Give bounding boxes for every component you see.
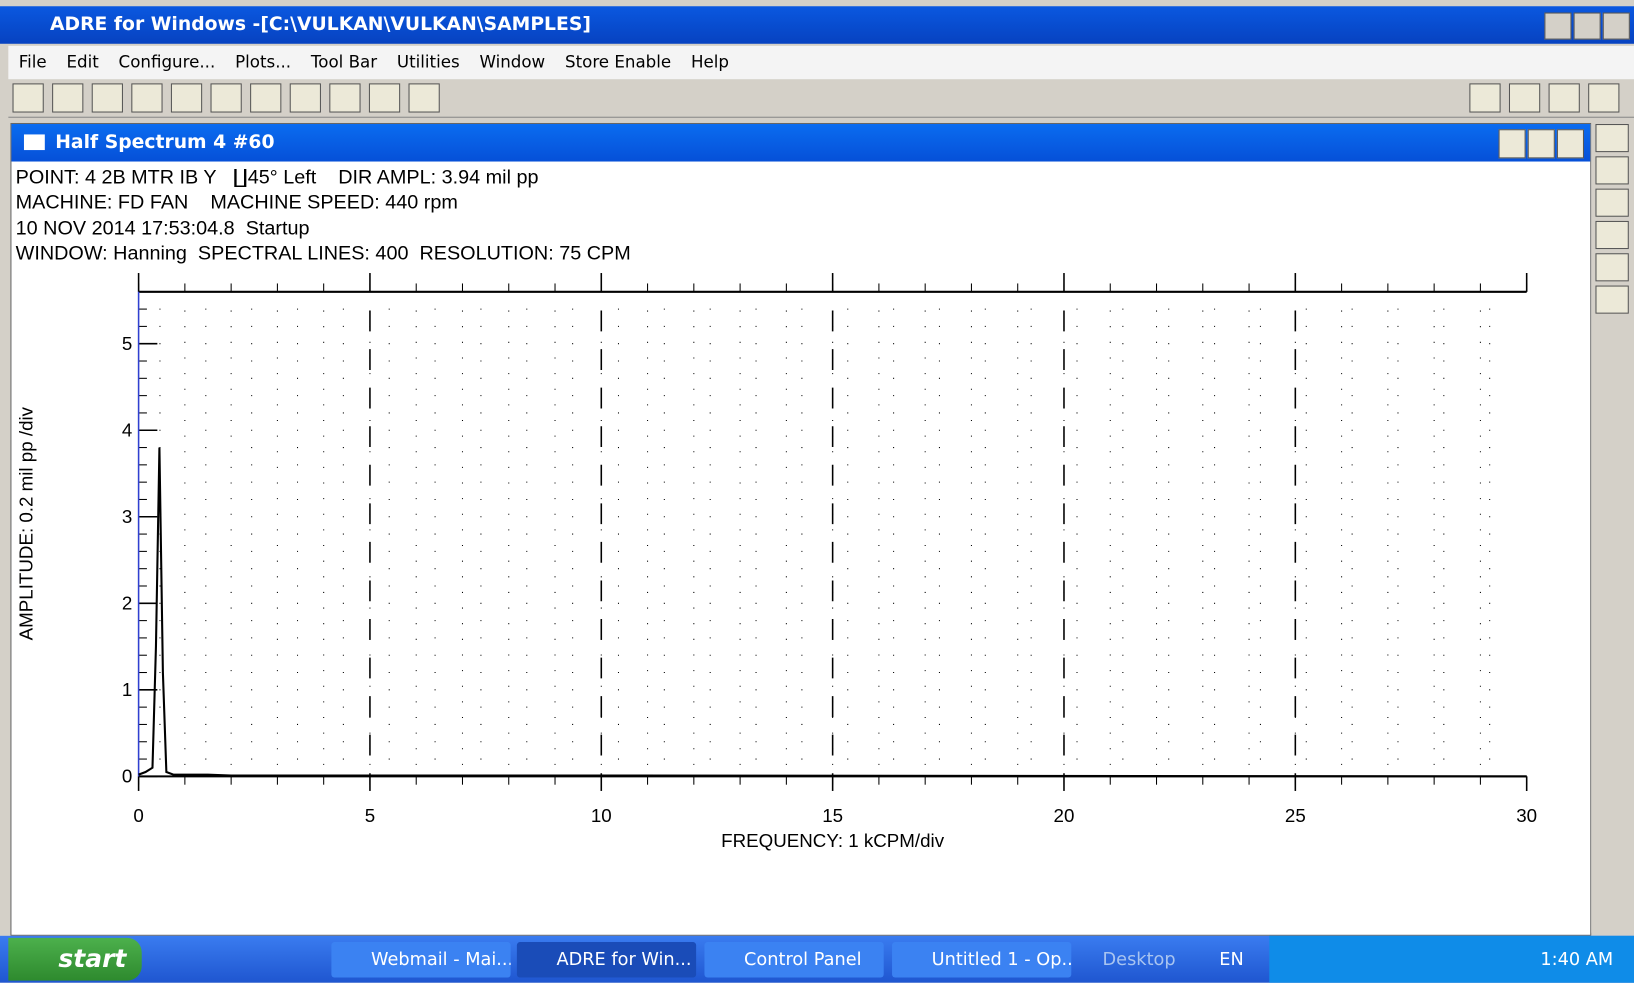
minimize-button[interactable] <box>1544 12 1572 40</box>
x-tick-label: 20 <box>1054 805 1075 826</box>
tool-button[interactable] <box>368 83 401 113</box>
side-toolbar <box>1591 119 1634 933</box>
menu-item[interactable]: Help <box>690 52 729 72</box>
tool-button[interactable] <box>131 83 163 113</box>
tool-button[interactable] <box>1588 83 1620 113</box>
plot-window-title-bar: Half Spectrum 4 #60 <box>11 124 1591 162</box>
desktop-toolbar[interactable]: Desktop <box>1102 949 1176 971</box>
menu-bar: File Edit Configure... Plots... Tool Bar Util… <box>8 45 1634 80</box>
menu-item[interactable]: Store Enable <box>564 52 672 72</box>
app-title: ADRE for Windows -[C:\VULKAN\VULKAN\SAMP… <box>50 13 591 36</box>
y-tick-label: 3 <box>122 506 132 527</box>
start-button[interactable]: start <box>8 937 142 981</box>
header-line: POINT: 4 2B MTR IB Y ∐45° Left DIR AMPL:… <box>15 166 539 189</box>
header-line: MACHINE: FD FAN MACHINE SPEED: 440 rpm <box>15 192 458 215</box>
x-tick-label: 15 <box>822 805 843 826</box>
restore-button[interactable] <box>1573 12 1601 40</box>
close-button[interactable] <box>1556 129 1584 159</box>
header-line: 10 NOV 2014 17:53:04.8 Startup <box>15 217 310 240</box>
header-line: WINDOW: Hanning SPECTRAL LINES: 400 RESO… <box>15 243 631 265</box>
x-axis-label: FREQUENCY: 1 kCPM/div <box>721 830 945 851</box>
clock: 1:40 AM <box>1540 949 1614 971</box>
task-button[interactable]: Control Panel <box>704 942 884 978</box>
tool-button[interactable] <box>12 83 44 113</box>
tool-button[interactable] <box>52 83 84 113</box>
side-tool-button[interactable] <box>1595 285 1629 314</box>
y-tick-label: 0 <box>122 766 132 787</box>
plot-window: Half Spectrum 4 #60 POINT: 4 2B MTR IB Y… <box>10 122 1592 936</box>
tool-button[interactable] <box>408 83 440 113</box>
y-tick-label: 5 <box>122 333 132 354</box>
y-tick-label: 2 <box>122 593 132 614</box>
menu-item[interactable]: Plots... <box>235 52 292 72</box>
tool-button[interactable] <box>329 83 361 113</box>
x-tick-label: 30 <box>1516 805 1537 826</box>
task-button[interactable]: Webmail - Mai... <box>331 942 511 978</box>
x-tick-label: 5 <box>365 805 375 826</box>
side-tool-button[interactable] <box>1595 188 1629 217</box>
y-axis-label: AMPLITUDE: 0.2 mil pp /div <box>15 406 36 640</box>
toolbar <box>8 80 1634 118</box>
tool-button[interactable] <box>289 83 321 113</box>
side-tool-button[interactable] <box>1595 220 1629 250</box>
taskbar: start Webmail - Mai... ADRE for Win... Con… <box>0 935 1634 983</box>
tool-button[interactable] <box>1548 83 1580 113</box>
minimize-button[interactable] <box>1498 129 1526 159</box>
menu-item[interactable]: File <box>18 52 47 72</box>
window-icon <box>23 134 45 151</box>
tool-button[interactable] <box>91 83 123 113</box>
app-title-bar: ADRE for Windows -[C:\VULKAN\VULKAN\SAMP… <box>0 6 1634 44</box>
side-tool-button[interactable] <box>1595 253 1629 282</box>
language[interactable]: EN <box>1219 949 1244 971</box>
menu-item[interactable]: Edit <box>66 52 99 72</box>
x-tick-label: 0 <box>133 805 143 826</box>
maximize-button[interactable] <box>1527 129 1555 159</box>
plot-header: POINT: 4 2B MTR IB Y ∐45° Left DIR AMPL:… <box>16 166 631 268</box>
x-tick-label: 25 <box>1285 805 1306 826</box>
menu-item[interactable]: Tool Bar <box>310 52 378 72</box>
spectrum-line <box>138 447 1527 778</box>
system-tray: 1:40 AM <box>1269 935 1634 983</box>
close-button[interactable] <box>1602 12 1630 40</box>
tool-button[interactable] <box>1469 83 1501 113</box>
plot-window-controls <box>1498 129 1584 159</box>
side-tool-button[interactable] <box>1595 156 1629 185</box>
menu-item[interactable]: Utilities <box>396 52 460 72</box>
tool-button[interactable] <box>250 83 282 113</box>
tool-button[interactable] <box>1508 83 1541 113</box>
tool-button[interactable] <box>210 83 242 113</box>
y-tick-label: 4 <box>122 419 132 440</box>
menu-item[interactable]: Configure... <box>118 52 216 72</box>
menu-item[interactable]: Window <box>479 52 546 72</box>
plot-window-title: Half Spectrum 4 #60 <box>55 131 275 154</box>
x-tick-label: 10 <box>591 805 612 826</box>
task-button[interactable]: Untitled 1 - Op... <box>892 942 1072 978</box>
tool-button[interactable] <box>170 83 203 113</box>
task-button[interactable]: ADRE for Win... <box>516 942 697 978</box>
y-tick-label: 1 <box>122 679 132 700</box>
window-controls <box>1544 12 1630 40</box>
side-tool-button[interactable] <box>1595 124 1629 153</box>
